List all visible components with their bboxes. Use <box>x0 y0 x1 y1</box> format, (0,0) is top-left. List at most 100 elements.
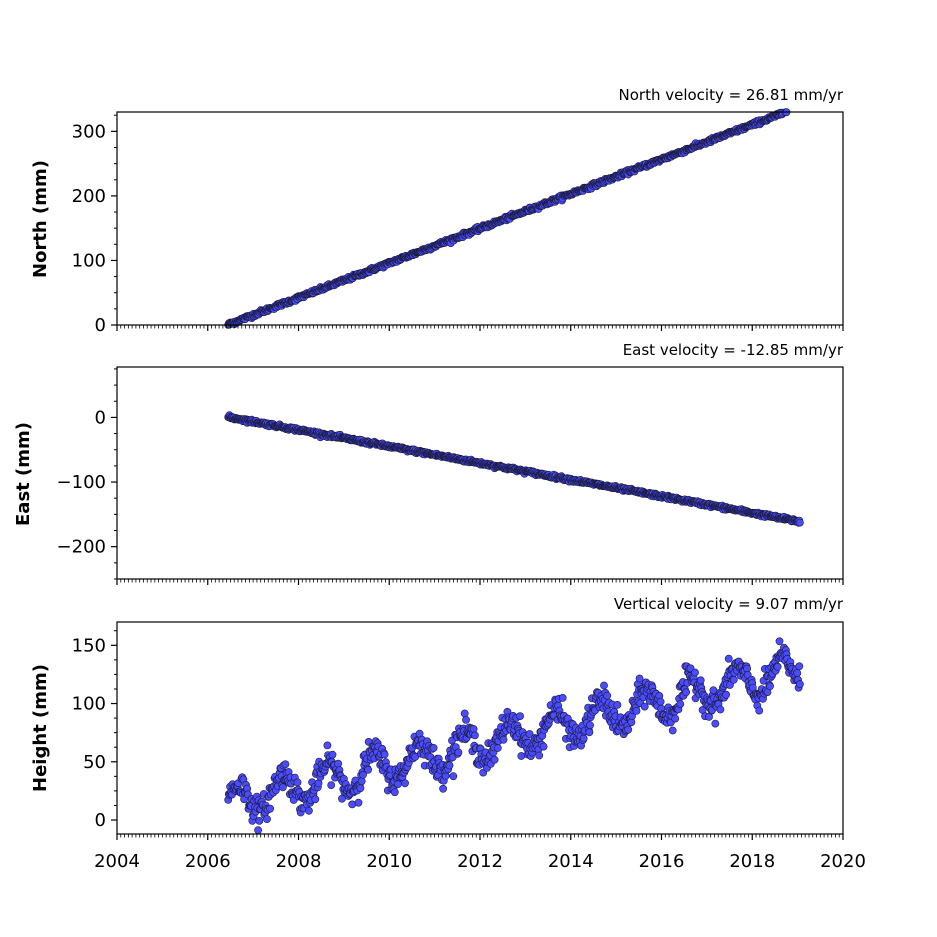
data-point <box>499 735 508 744</box>
y-tick-label: 0 <box>95 407 106 428</box>
data-point <box>711 719 720 728</box>
data-point <box>354 798 363 807</box>
north-y-axis-label: North (mm) <box>30 160 51 278</box>
x-tick-label: 2008 <box>276 851 322 872</box>
data-point <box>311 795 320 804</box>
data-point <box>281 760 290 769</box>
east-y-axis-label: East (mm) <box>13 422 34 526</box>
data-point <box>470 731 479 740</box>
x-tick-label: 2020 <box>820 851 866 872</box>
data-point <box>429 744 438 752</box>
data-point <box>357 777 366 786</box>
y-tick-label: −100 <box>57 472 106 493</box>
data-point <box>600 681 608 690</box>
data-point <box>613 701 622 709</box>
data-point <box>356 784 365 793</box>
data-point <box>380 750 389 759</box>
data-point <box>729 675 738 684</box>
data-point <box>716 705 725 714</box>
data-point <box>640 702 649 711</box>
data-point <box>722 690 730 699</box>
data-point <box>517 752 526 760</box>
north-y-ticks: 0 100 200 300 <box>72 114 117 336</box>
data-point <box>539 742 548 751</box>
data-point <box>579 734 588 743</box>
data-point <box>586 721 594 730</box>
x-tick-label: 2016 <box>639 851 685 872</box>
data-point <box>796 680 804 689</box>
data-point <box>724 654 733 663</box>
data-point <box>390 788 399 797</box>
data-point <box>266 804 274 813</box>
data-point <box>449 772 458 781</box>
data-point <box>293 778 302 787</box>
data-point <box>635 674 644 683</box>
data-point <box>254 826 262 834</box>
x-tick-label: 2004 <box>94 851 140 872</box>
y-tick-label: 100 <box>72 694 106 715</box>
data-point <box>632 707 641 715</box>
data-point <box>328 750 337 759</box>
data-point <box>535 751 544 760</box>
data-point <box>327 781 336 789</box>
data-point <box>603 691 612 700</box>
data-point <box>796 518 804 527</box>
data-point <box>676 700 685 708</box>
data-point <box>445 761 454 770</box>
data-point <box>682 688 690 697</box>
x-tick-label: 2010 <box>366 851 412 872</box>
data-point <box>454 748 463 757</box>
data-point <box>304 806 313 815</box>
data-point <box>334 759 343 768</box>
data-point <box>490 755 499 764</box>
data-point <box>775 637 784 646</box>
east-points <box>224 411 804 527</box>
y-tick-label: 100 <box>72 250 106 271</box>
data-point <box>469 725 478 733</box>
x-tick-label: 2012 <box>457 851 503 872</box>
y-tick-label: 200 <box>72 186 106 207</box>
data-point <box>795 662 804 671</box>
data-point <box>585 728 594 737</box>
data-point <box>460 709 469 718</box>
data-point <box>278 783 287 792</box>
y-tick-label: 0 <box>95 810 106 831</box>
data-point <box>255 817 264 825</box>
vertical-velocity-title: Vertical velocity = 9.07 mm/yr <box>614 595 844 613</box>
height-y-axis-label: Height (mm) <box>30 664 51 792</box>
north-x-ticks <box>116 325 844 331</box>
data-point <box>516 712 524 720</box>
data-point <box>766 682 774 691</box>
data-point <box>691 668 699 677</box>
y-tick-label: −200 <box>57 537 106 558</box>
north-velocity-title: North velocity = 26.81 mm/yr <box>619 86 844 104</box>
data-point <box>394 780 402 788</box>
data-point <box>671 714 680 723</box>
x-tick-label: 2018 <box>729 851 775 872</box>
data-point <box>773 662 782 671</box>
data-point <box>263 815 271 823</box>
panel-east: −200 −100 0 East velocity = -12.85 mm/yr E… <box>13 341 844 585</box>
x-tick-label: 2006 <box>185 851 231 872</box>
data-point <box>656 697 665 706</box>
data-point <box>755 706 764 715</box>
data-point <box>793 669 802 677</box>
y-tick-label: 150 <box>72 635 106 656</box>
data-point <box>558 694 567 702</box>
y-tick-label: 0 <box>95 315 106 336</box>
data-point <box>439 784 447 793</box>
data-point <box>323 741 332 750</box>
y-tick-label: 300 <box>72 121 106 142</box>
data-point <box>401 779 409 788</box>
data-point <box>696 676 705 685</box>
x-tick-label: 2014 <box>548 851 594 872</box>
east-velocity-title: East velocity = -12.85 mm/yr <box>623 341 844 359</box>
data-point <box>493 744 502 752</box>
data-point <box>668 726 677 735</box>
data-point <box>624 725 633 734</box>
y-tick-label: 50 <box>83 752 106 773</box>
north-points <box>224 108 791 329</box>
